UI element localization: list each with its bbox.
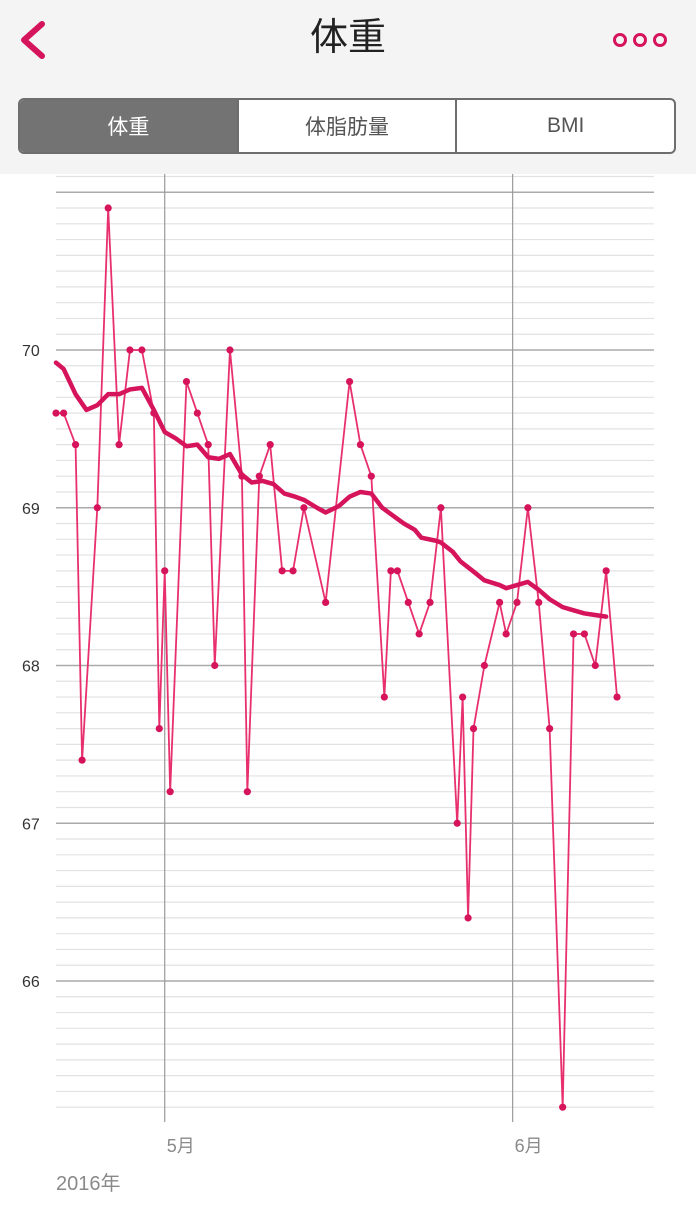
data-point[interactable] [52,409,60,417]
data-point[interactable] [453,819,461,827]
page-title: 体重 [309,17,386,59]
data-point[interactable] [613,693,621,701]
weight-chart-svg: 66 67 68 69 70 5月 6月 2016年 [22,174,654,1195]
data-point[interactable] [150,409,158,417]
weight-chart[interactable]: 66 67 68 69 70 5月 6月 2016年 [0,174,696,1200]
data-point[interactable] [193,409,201,417]
data-point[interactable] [459,693,467,701]
data-point[interactable] [226,346,234,354]
data-point[interactable] [238,472,246,480]
data-point[interactable] [278,567,286,575]
data-point[interactable] [387,567,395,575]
data-point[interactable] [300,504,308,512]
data-point[interactable] [480,661,488,670]
data-point[interactable] [591,661,599,670]
data-point[interactable] [546,725,554,733]
data-point[interactable] [415,630,423,638]
tab-body-fat[interactable]: 体脂肪量 [236,100,456,152]
back-chevron-icon[interactable] [8,14,60,66]
y-tick-label: 66 [22,974,40,991]
data-point[interactable] [496,598,504,606]
data-point[interactable] [569,630,578,638]
data-point[interactable] [524,504,532,512]
y-tick-label: 67 [22,816,40,833]
data-point[interactable] [161,567,169,575]
data-point[interactable] [356,441,365,449]
data-point[interactable] [345,377,354,386]
data-point[interactable] [289,567,297,575]
data-point[interactable] [322,598,330,606]
data-point[interactable] [93,504,101,512]
data-point[interactable] [404,598,412,606]
data-point[interactable] [426,598,434,606]
data-point[interactable] [182,377,191,386]
y-tick-label: 70 [22,343,40,360]
data-point[interactable] [469,725,478,733]
data-point[interactable] [266,441,274,449]
data-point[interactable] [60,409,68,417]
tab-bmi[interactable]: BMI [455,100,674,152]
data-point[interactable] [155,725,163,733]
trend-line [53,360,609,619]
data-point[interactable] [367,472,375,480]
data-point[interactable] [535,598,543,606]
y-tick-label: 69 [22,501,40,518]
data-point[interactable] [464,914,472,922]
data-point[interactable] [126,346,134,354]
y-tick-label: 68 [22,659,40,676]
data-point[interactable] [115,441,123,449]
data-point[interactable] [602,567,610,575]
daily-weight-line [56,207,618,1109]
year-label: 2016年 [56,1172,121,1195]
data-point[interactable] [78,756,86,764]
x-tick-label: 6月 [515,1136,543,1156]
x-tick-label: 5月 [167,1136,195,1156]
data-point[interactable] [393,567,402,575]
data-point[interactable] [255,472,263,480]
nav-header: 体重 体重 体脂肪量 BMI [0,0,696,174]
data-point[interactable] [204,441,212,449]
data-point[interactable] [437,504,445,512]
data-point[interactable] [104,204,112,212]
data-point[interactable] [71,441,80,449]
data-point[interactable] [580,630,589,638]
metric-segmented-control: 体重 体脂肪量 BMI [18,98,676,154]
data-point[interactable] [138,346,146,354]
data-point[interactable] [502,630,510,638]
tab-weight[interactable]: 体重 [20,100,237,152]
data-point[interactable] [513,598,521,606]
data-point[interactable] [559,1103,567,1111]
data-point[interactable] [211,661,219,670]
more-options-icon[interactable] [606,24,678,56]
data-point[interactable] [380,693,388,701]
data-point[interactable] [243,788,251,796]
data-point[interactable] [166,788,174,796]
